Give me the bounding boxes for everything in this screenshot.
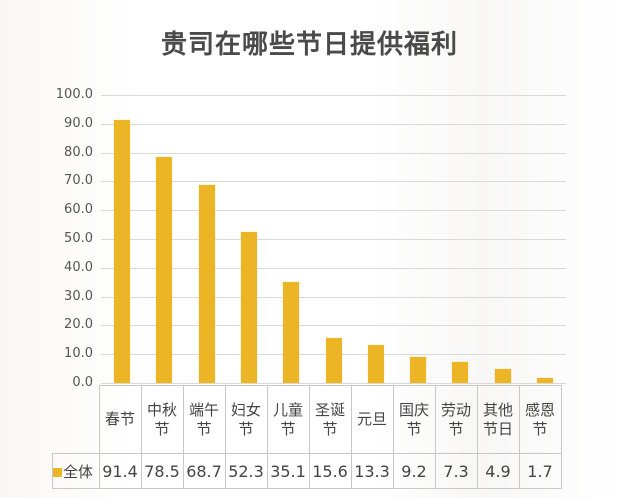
category-label-line: 端午	[188, 400, 219, 419]
category-cell: 国庆节	[392, 385, 436, 454]
data-table: 春节 中秋节端午节妇女节儿童节圣诞节元旦 国庆节劳动节其他 节日 感恩节 全体 91.4…	[52, 385, 562, 489]
category-cell: 其他 节日	[476, 385, 520, 454]
category-cell: 端午节	[182, 385, 226, 454]
category-cell: 圣诞节	[308, 385, 352, 454]
table-corner	[52, 385, 100, 454]
category-cell: 儿童节	[266, 385, 310, 454]
category-label-line: 节	[196, 419, 212, 438]
value-cell: 1.7	[518, 453, 562, 489]
value-cell: 35.1	[266, 453, 310, 489]
category-label-line: 元旦	[356, 410, 387, 428]
category-label-line: 其他	[482, 400, 513, 419]
y-tick-label: 20.0	[64, 317, 93, 333]
y-tick-label: 90.0	[64, 115, 93, 131]
value-cell: 4.9	[476, 453, 520, 489]
value-cell: 9.2	[392, 453, 436, 489]
value-cell: 13.3	[350, 453, 394, 489]
category-label-line: 圣诞	[314, 400, 345, 419]
category-row: 春节 中秋节端午节妇女节儿童节圣诞节元旦 国庆节劳动节其他 节日 感恩节	[52, 385, 562, 454]
legend-entry: 全体	[52, 453, 100, 489]
gridline	[101, 181, 566, 183]
category-cell: 感恩节	[518, 385, 562, 454]
y-tick-label: 60.0	[64, 202, 93, 218]
value-cell: 68.7	[182, 453, 226, 489]
category-label-line: 节日	[482, 419, 513, 438]
category-label-line: 劳动	[440, 400, 471, 419]
bar	[283, 281, 300, 383]
category-cell: 中秋节	[140, 385, 184, 454]
chart-title: 贵司在哪些节日提供福利	[160, 30, 458, 60]
category-label-line: 节	[322, 419, 338, 438]
category-label-line: 节	[280, 419, 296, 438]
y-tick-label: 50.0	[64, 231, 93, 246]
y-tick-label: 0.0	[72, 375, 93, 390]
category-label-line: 节	[532, 419, 548, 438]
legend-swatch-icon	[53, 467, 62, 477]
bar	[452, 361, 469, 383]
gridline	[101, 210, 566, 212]
category-cell: 春节	[98, 385, 142, 454]
y-tick-label: 30.0	[64, 288, 93, 304]
y-tick-label: 70.0	[64, 173, 93, 189]
gridline	[101, 123, 566, 125]
category-label-line: 妇女	[230, 400, 261, 419]
gridline	[101, 239, 566, 240]
category-label-line: 国庆	[398, 400, 429, 419]
category-cell: 劳动节	[434, 385, 478, 454]
category-label-line: 节	[238, 419, 254, 438]
gridline	[101, 95, 566, 96]
y-tick-label: 100.0	[55, 87, 93, 102]
x-axis-line	[101, 383, 566, 384]
value-cell: 91.4	[98, 453, 142, 489]
bar	[240, 232, 257, 383]
bar	[494, 368, 511, 383]
bar	[325, 338, 342, 383]
bar	[536, 378, 553, 383]
gridline	[101, 325, 566, 327]
value-cell: 78.5	[140, 453, 184, 489]
category-label-line: 节	[448, 419, 464, 438]
category-label-line: 节	[406, 419, 422, 438]
value-cell: 15.6	[308, 453, 352, 489]
bar	[367, 344, 384, 383]
category-label-line: 中秋	[146, 400, 177, 419]
bar	[156, 156, 173, 383]
bar	[198, 185, 215, 383]
category-label-line: 感恩	[524, 400, 555, 419]
bar	[410, 356, 427, 383]
category-cell: 妇女节	[224, 385, 268, 454]
value-cell: 52.3	[224, 453, 268, 489]
y-tick-label: 10.0	[64, 346, 93, 362]
category-cell: 元旦	[350, 385, 394, 454]
y-tick-label: 40.0	[64, 259, 93, 275]
category-label-line: 儿童	[272, 400, 303, 419]
gridline	[101, 267, 566, 269]
category-label-line: 春节	[104, 410, 135, 428]
gridline	[101, 152, 566, 154]
gridline	[101, 296, 566, 298]
bar	[114, 119, 131, 383]
series-label: 全体	[63, 462, 94, 481]
y-tick-label: 80.0	[64, 144, 93, 160]
value-row: 全体 91.4 78.5 68.7 52.3 35.1 15.6 13.3 9.2 7.3 4.9…	[52, 453, 562, 489]
category-label-line: 节	[154, 419, 170, 438]
value-cell: 7.3	[434, 453, 478, 489]
